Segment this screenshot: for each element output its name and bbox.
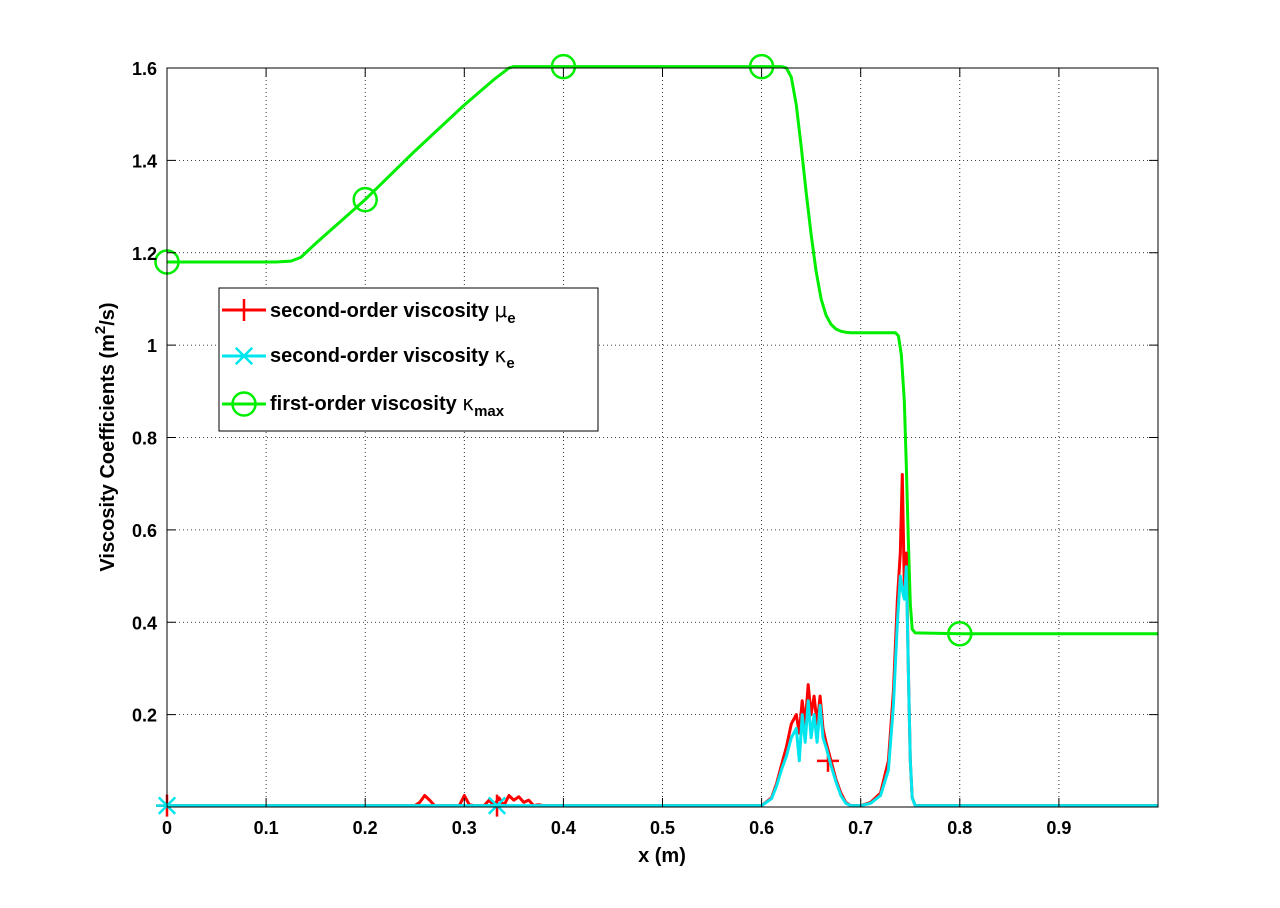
y-tick-label: 0.8 xyxy=(132,429,157,449)
legend-marker-series-kappa-max xyxy=(231,391,257,417)
legend-swatch-series-kappa-e xyxy=(222,346,266,366)
x-tick-label: 0.8 xyxy=(947,818,972,838)
x-tick-label: 0.2 xyxy=(353,818,378,838)
y-tick-label: 0.6 xyxy=(132,521,157,541)
legend-label-mu-e: second-order viscosity μe xyxy=(270,298,516,327)
legend-swatch-series-kappa-max xyxy=(222,391,266,417)
x-tick-label: 0.1 xyxy=(254,818,279,838)
legend-label-mu-e-subscript: e xyxy=(507,310,515,327)
x-tick-label: 0.7 xyxy=(848,818,873,838)
series-kappa-max-marker xyxy=(947,621,973,647)
y-tick-label: 1.2 xyxy=(132,244,157,264)
y-axis-title: Viscosity Coefficients (m2/s) xyxy=(92,302,119,571)
legend-box xyxy=(218,287,599,432)
legend-label-mu-e-symbol: μ xyxy=(495,298,508,322)
legend-label-mu-e-main: second-order viscosity xyxy=(270,300,495,322)
legend-swatches xyxy=(222,299,266,417)
plot-area xyxy=(167,68,1158,807)
series-kappa-max-line xyxy=(167,65,1158,636)
legend-label-kappa-max: first-order viscosity κmax xyxy=(270,391,505,420)
y-axis-title-tail: /s) xyxy=(97,302,119,325)
x-tick-label: 0.6 xyxy=(749,818,774,838)
y-axis-title-main: Viscosity Coefficients (m xyxy=(97,334,119,571)
legend-label-kappa-e: second-order viscosity κe xyxy=(270,343,515,372)
legend-label-kappa-max-symbol: κ xyxy=(462,391,474,415)
legend-label-kappa-max-subscript: max xyxy=(474,403,505,420)
legend-swatch-series-mu-e xyxy=(222,299,266,321)
legend-label-kappa-e-subscript: e xyxy=(506,355,514,372)
series-kappa-max-marker xyxy=(550,53,577,80)
x-tick-label: 0 xyxy=(162,818,172,838)
legend-label-kappa-max-main: first-order viscosity xyxy=(270,393,462,415)
y-tick-label: 1.4 xyxy=(132,151,157,171)
y-tick-label: 1.6 xyxy=(132,59,157,79)
legend-marker-series-kappa-e xyxy=(233,346,255,366)
y-tick-label: 0.4 xyxy=(132,613,157,633)
series-kappa-e-marker xyxy=(486,796,509,815)
axis-ticks: 0 0.1 0.2 0.3 0.4 0.5 0.6 0.7 0.8 0.9 0.2 0.4 0.6 0.8… xyxy=(132,59,1158,838)
legend-label-kappa-e-main: second-order viscosity xyxy=(270,345,495,367)
y-axis-title-superscript: 2 xyxy=(92,326,109,334)
legend-marker-series-mu-e xyxy=(233,299,255,321)
y-tick-label: 0.2 xyxy=(132,706,157,726)
series-kappa-max-marker xyxy=(748,53,775,80)
series-kappa-max-marker xyxy=(352,186,378,213)
legend-label-kappa-e-symbol: κ xyxy=(495,343,507,367)
legend: second-order viscosity μe second-order v… xyxy=(218,287,599,432)
y-tick-label: 1 xyxy=(147,336,157,356)
x-tick-label: 0.3 xyxy=(452,818,477,838)
x-axis-title: x (m) xyxy=(638,845,686,867)
series-kappa-max xyxy=(154,53,1158,647)
x-tick-label: 0.5 xyxy=(650,818,675,838)
series-kappa-e-line xyxy=(167,565,1158,808)
x-tick-label: 0.4 xyxy=(551,818,576,838)
x-tick-label: 0.9 xyxy=(1046,818,1071,838)
series-layer xyxy=(154,53,1158,817)
